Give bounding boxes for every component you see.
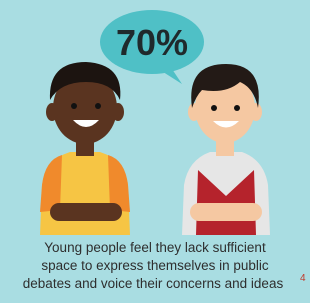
stat: 70% xyxy=(116,22,188,63)
caption-line: Young people feel they lack sufficient xyxy=(44,240,266,255)
footnote-marker: 4 xyxy=(300,273,306,284)
caption-line: space to express themselves in public xyxy=(41,258,269,273)
infographic: 70% Young people feel they lack sufficie… xyxy=(0,0,310,303)
caption-line: debates and voice their concerns and ide… xyxy=(23,276,284,291)
